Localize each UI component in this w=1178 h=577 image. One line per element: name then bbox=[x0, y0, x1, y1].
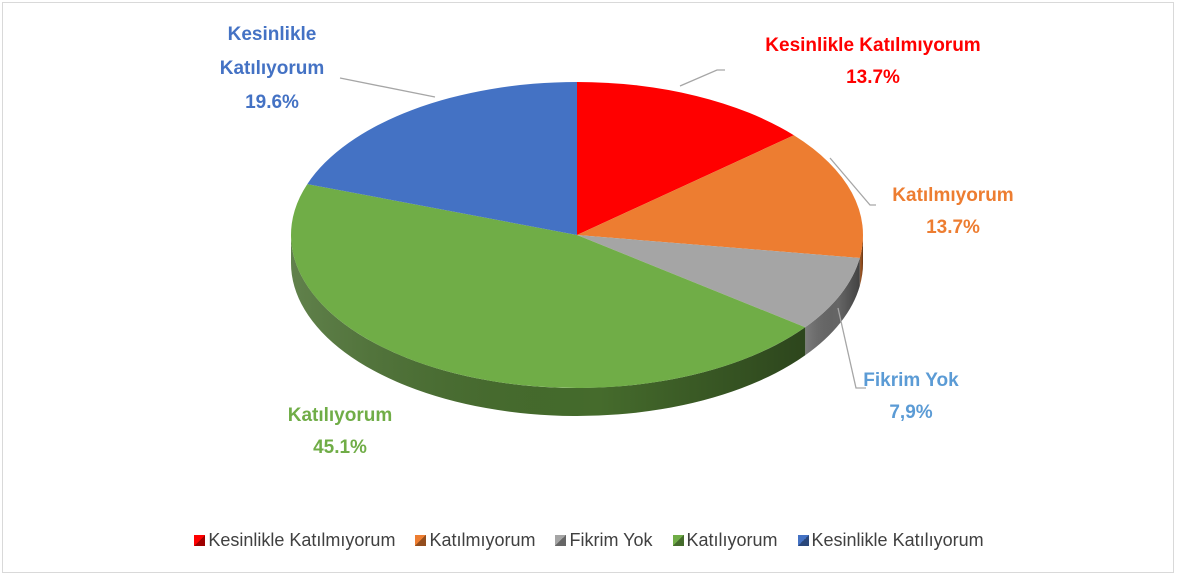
data-label: Katılmıyorum 13.7% bbox=[853, 180, 1053, 244]
data-label-name: Katılıyorum bbox=[287, 405, 393, 426]
legend-swatch bbox=[194, 535, 206, 546]
data-label-value: 13.7% bbox=[926, 217, 980, 238]
data-label: Kesinlikle Katılmıyorum 13.7% bbox=[673, 30, 1073, 94]
slice bbox=[577, 82, 794, 235]
legend-item: Katılmıyorum bbox=[415, 530, 535, 551]
data-label-value: 13.7% bbox=[846, 67, 900, 88]
data-label-value: 7,9% bbox=[889, 402, 933, 423]
leader-line bbox=[829, 157, 876, 206]
slice bbox=[307, 82, 577, 235]
legend-label: Katılıyorum bbox=[686, 530, 778, 550]
leader-line bbox=[679, 69, 725, 87]
legend-swatch bbox=[797, 535, 809, 546]
legend-label: Fikrim Yok bbox=[569, 530, 653, 550]
legend-item: Katılıyorum bbox=[672, 530, 778, 551]
data-label-name: Katılmıyorum bbox=[892, 185, 1014, 206]
data-label: Katılıyorum 45.1% bbox=[240, 400, 440, 464]
leader-line bbox=[339, 77, 436, 98]
legend-label: Kesinlikle Katılıyorum bbox=[811, 530, 984, 550]
slice bbox=[577, 135, 863, 258]
data-label-value: 19.6% bbox=[245, 92, 299, 113]
data-label-name: Fikrim Yok bbox=[863, 370, 959, 391]
data-label-name: Kesinlikle Katılıyorum bbox=[219, 24, 325, 79]
slice bbox=[577, 235, 860, 328]
slice-side-shade bbox=[859, 235, 863, 286]
slice-side-shade bbox=[805, 257, 860, 356]
data-label-name: Kesinlikle Katılmıyorum bbox=[765, 35, 981, 56]
data-label: Fikrim Yok 7,9% bbox=[811, 365, 1011, 429]
data-label: Kesinlikle Katılıyorum 19.6% bbox=[197, 18, 347, 120]
slice-side-shade bbox=[291, 235, 806, 416]
legend-swatch bbox=[672, 535, 684, 546]
data-label-value: 45.1% bbox=[313, 437, 367, 458]
slice bbox=[291, 184, 806, 389]
legend: Kesinlikle Katılmıyorum Katılmıyorum Fikri… bbox=[0, 530, 1178, 551]
legend-swatch bbox=[555, 535, 567, 546]
legend-label: Katılmıyorum bbox=[429, 530, 536, 550]
legend-item: Kesinlikle Katılıyorum bbox=[797, 530, 984, 551]
legend-item: Kesinlikle Katılmıyorum bbox=[194, 530, 395, 551]
legend-label: Kesinlikle Katılmıyorum bbox=[208, 530, 396, 550]
legend-swatch bbox=[415, 535, 427, 546]
leader-line bbox=[837, 307, 866, 389]
legend-item: Fikrim Yok bbox=[555, 530, 653, 551]
